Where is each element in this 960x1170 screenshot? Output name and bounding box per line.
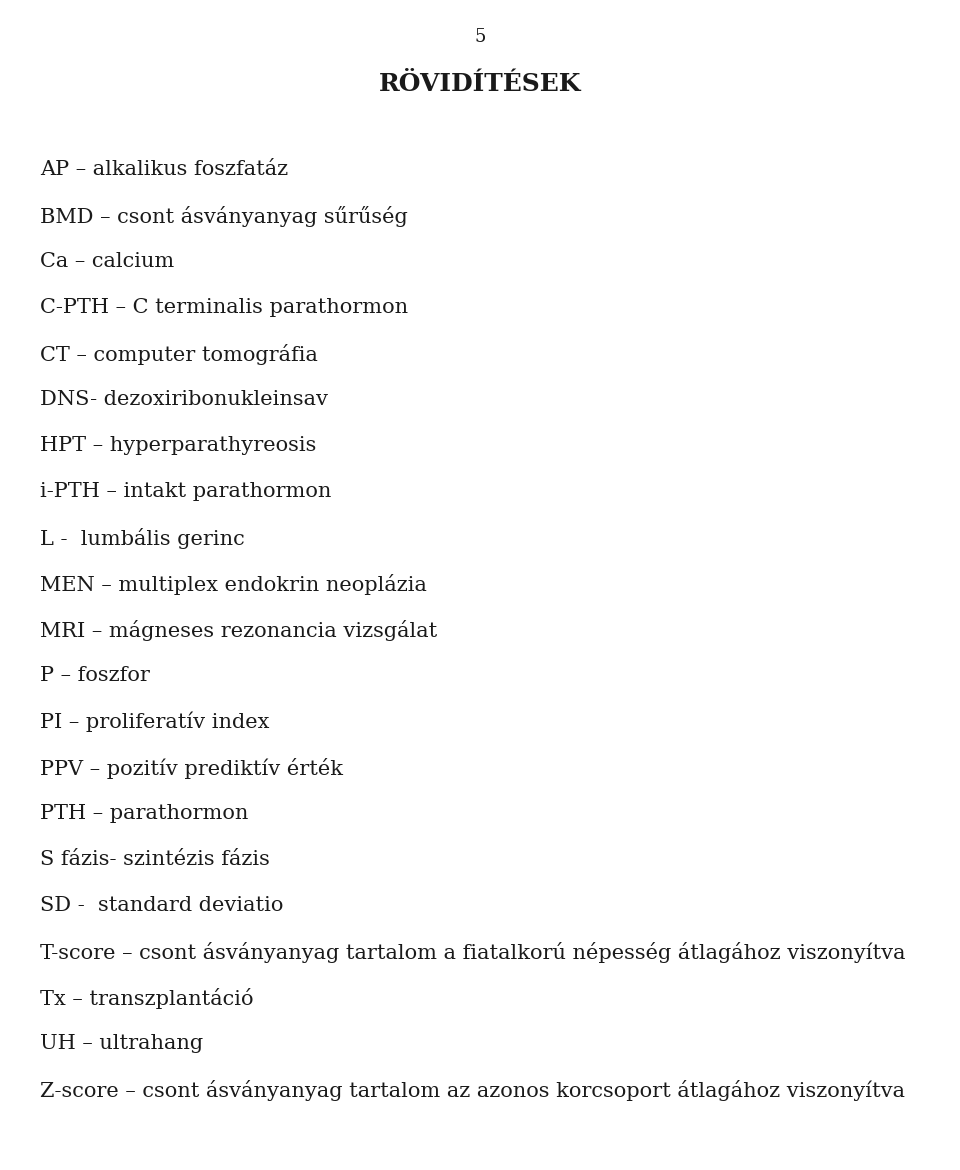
Text: DNS- dezoxiribonukleinsav: DNS- dezoxiribonukleinsav [40,390,328,409]
Text: SD -  standard deviatio: SD - standard deviatio [40,896,283,915]
Text: T-score – csont ásványanyag tartalom a fiatalkorú népesség átlagához viszonyítva: T-score – csont ásványanyag tartalom a f… [40,942,905,963]
Text: Z-score – csont ásványanyag tartalom az azonos korcsoport átlagához viszonyítva: Z-score – csont ásványanyag tartalom az … [40,1080,905,1101]
Text: S fázis- szintézis fázis: S fázis- szintézis fázis [40,849,270,869]
Text: CT – computer tomográfia: CT – computer tomográfia [40,344,318,365]
Text: PTH – parathormon: PTH – parathormon [40,804,249,823]
Text: PI – proliferatív index: PI – proliferatív index [40,713,270,732]
Text: C-PTH – C terminalis parathormon: C-PTH – C terminalis parathormon [40,298,408,317]
Text: Tx – transzplantáció: Tx – transzplantáció [40,987,253,1009]
Text: PPV – pozitív prediktív érték: PPV – pozitív prediktív érték [40,758,343,779]
Text: MRI – mágneses rezonancia vizsgálat: MRI – mágneses rezonancia vizsgálat [40,620,437,641]
Text: UH – ultrahang: UH – ultrahang [40,1034,204,1053]
Text: L -  lumbális gerinc: L - lumbális gerinc [40,528,245,549]
Text: HPT – hyperparathyreosis: HPT – hyperparathyreosis [40,436,317,455]
Text: BMD – csont ásványanyag sűrűség: BMD – csont ásványanyag sűrűség [40,206,408,227]
Text: i-PTH – intakt parathormon: i-PTH – intakt parathormon [40,482,331,501]
Text: 5: 5 [474,28,486,46]
Text: RÖVIDÍTÉSEK: RÖVIDÍTÉSEK [379,73,581,96]
Text: AP – alkalikus foszfatáz: AP – alkalikus foszfatáz [40,160,288,179]
Text: P – foszfor: P – foszfor [40,666,150,684]
Text: Ca – calcium: Ca – calcium [40,252,175,271]
Text: MEN – multiplex endokrin neoplázia: MEN – multiplex endokrin neoplázia [40,574,427,596]
